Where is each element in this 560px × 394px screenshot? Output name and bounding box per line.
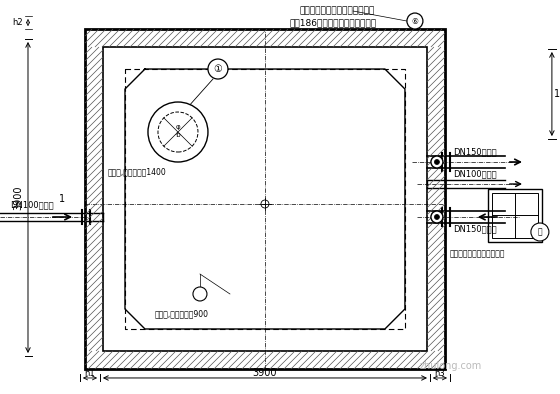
Text: ⑥: ⑥ (412, 17, 418, 26)
Text: ·b: ·b (175, 132, 181, 138)
Text: 顶板预留水位传示装置孔，做法: 顶板预留水位传示装置孔，做法 (300, 7, 375, 15)
Circle shape (148, 102, 208, 162)
Bar (488, 189, 542, 242)
Bar (492, 193, 538, 238)
Circle shape (435, 160, 440, 165)
Text: 1: 1 (59, 194, 65, 204)
Text: DN150溢水管: DN150溢水管 (453, 225, 497, 234)
Text: 通风管,高出覆土面1400: 通风管,高出覆土面1400 (108, 167, 167, 177)
Text: ①: ① (213, 64, 222, 74)
Text: h2: h2 (12, 18, 23, 27)
Text: 3900: 3900 (253, 368, 277, 378)
Circle shape (531, 223, 549, 241)
Text: zhulong.com: zhulong.com (420, 361, 482, 371)
Circle shape (193, 287, 207, 301)
Text: DN150出水管: DN150出水管 (453, 147, 497, 156)
Bar (103, 47, 427, 351)
Text: φ: φ (176, 124, 180, 130)
Circle shape (435, 214, 440, 219)
Bar (85, 29, 445, 369)
Text: 尺寸根据工程具体情况决定: 尺寸根据工程具体情况决定 (450, 249, 506, 258)
Text: 通风管,高出覆土面900: 通风管,高出覆土面900 (155, 309, 209, 318)
Text: DN100滤水管: DN100滤水管 (453, 169, 497, 178)
Text: 1: 1 (554, 89, 560, 99)
Circle shape (431, 211, 443, 223)
Text: 3900: 3900 (13, 185, 23, 210)
Text: ⑮: ⑮ (538, 227, 542, 236)
Circle shape (407, 13, 423, 29)
Circle shape (431, 156, 443, 168)
Text: h3: h3 (435, 369, 445, 378)
Text: h1: h1 (85, 369, 95, 378)
Text: 见第186页，安装要求详见总说明: 见第186页，安装要求详见总说明 (290, 19, 377, 28)
Circle shape (208, 59, 228, 79)
Text: DN100进水管: DN100进水管 (10, 201, 54, 210)
